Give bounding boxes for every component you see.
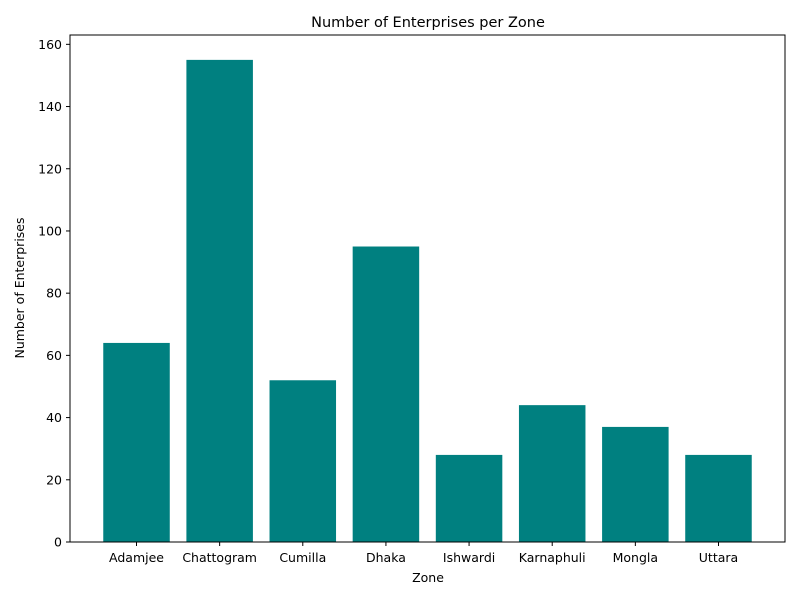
bar-adamjee	[103, 342, 170, 542]
bar-dhaka	[352, 246, 420, 542]
y-tick-label: 160	[38, 37, 62, 52]
y-axis-ticks: 0 20 40 60 80 100 120 140 160	[38, 37, 70, 550]
bars-group	[103, 59, 752, 542]
x-tick-label: Mongla	[613, 550, 658, 565]
bar-ishwardi	[435, 454, 503, 542]
x-tick-label: Karnaphuli	[519, 550, 586, 565]
y-tick-label: 80	[46, 286, 62, 301]
x-axis-ticks: Adamjee Chattogram Cumilla Dhaka Ishwardi Kar…	[109, 542, 738, 565]
x-tick-label: Dhaka	[366, 550, 406, 565]
y-tick-label: 100	[38, 223, 62, 238]
plot-frame	[69, 34, 786, 543]
bar-mongla	[602, 426, 669, 542]
x-tick-label: Ishwardi	[443, 550, 495, 565]
y-tick-label: 140	[38, 99, 62, 114]
y-tick-label: 40	[46, 410, 62, 425]
bar-uttara	[685, 454, 752, 542]
x-tick-label: Uttara	[699, 550, 738, 565]
y-axis-label: Number of Enterprises	[12, 217, 27, 358]
y-tick-label: 20	[46, 472, 62, 487]
bar-cumilla	[269, 380, 337, 542]
y-tick-label: 0	[54, 535, 62, 550]
y-tick-label: 60	[46, 348, 62, 363]
bar-karnaphuli	[518, 405, 586, 542]
x-tick-label: Chattogram	[182, 550, 257, 565]
x-tick-label: Cumilla	[279, 550, 326, 565]
chart-title: Number of Enterprises per Zone	[311, 15, 545, 31]
bar-chattogram	[186, 59, 253, 542]
x-tick-label: Adamjee	[109, 550, 164, 565]
y-tick-label: 120	[38, 161, 62, 176]
x-axis-label: Zone	[412, 570, 444, 585]
